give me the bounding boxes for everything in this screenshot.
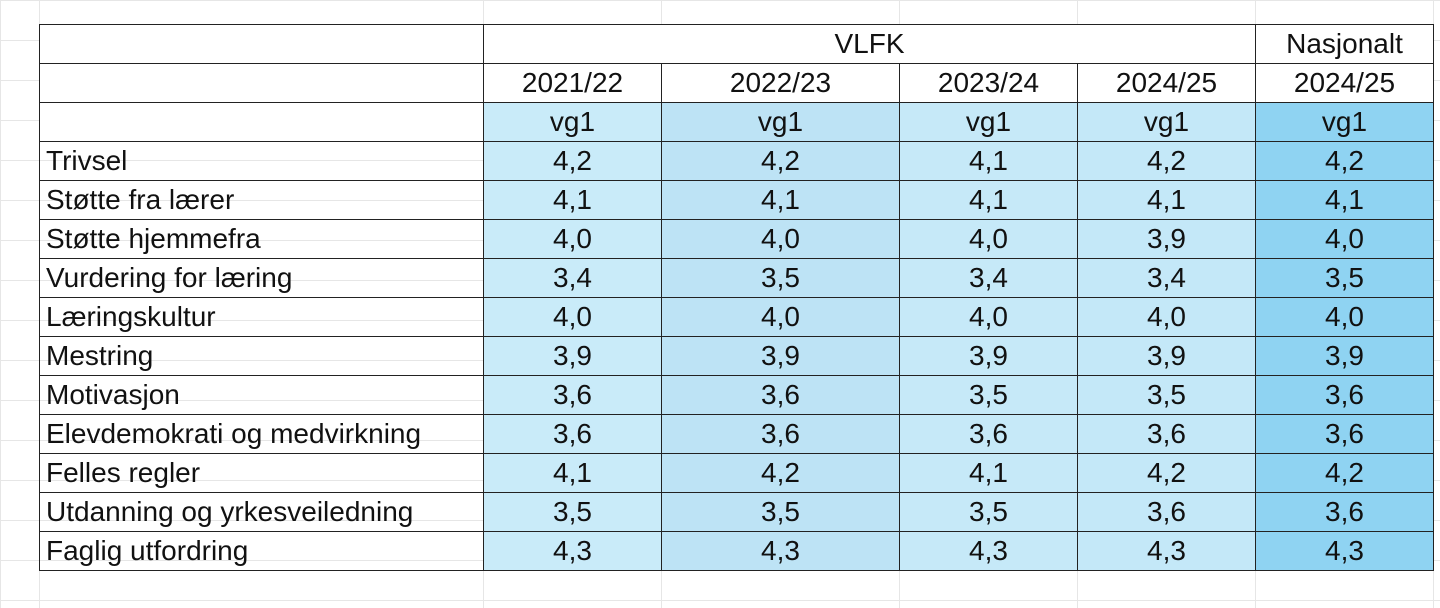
header-row-level: vg1 vg1 vg1 vg1 vg1 — [39, 102, 1434, 142]
value-cell[interactable]: 3,9 — [661, 336, 900, 376]
value-cell[interactable]: 4,2 — [1077, 141, 1256, 181]
value-cell[interactable]: 3,6 — [483, 414, 662, 454]
value-cell[interactable]: 3,6 — [1255, 492, 1434, 532]
table-row: Motivasjon 3,6 3,6 3,5 3,5 3,6 — [39, 375, 1434, 415]
value-cell[interactable]: 4,0 — [1255, 297, 1434, 337]
group-header-national[interactable]: Nasjonalt — [1255, 24, 1434, 64]
value-cell[interactable]: 3,4 — [1077, 258, 1256, 298]
table-row: Faglig utfordring 4,3 4,3 4,3 4,3 4,3 — [39, 531, 1434, 571]
value-cell[interactable]: 4,1 — [483, 180, 662, 220]
year-header[interactable]: 2024/25 — [1255, 63, 1434, 103]
value-cell[interactable]: 4,2 — [483, 141, 662, 181]
value-cell[interactable]: 4,2 — [1255, 141, 1434, 181]
table-row: Elevdemokrati og medvirkning 3,6 3,6 3,6 3,6… — [39, 414, 1434, 454]
empty-cell[interactable] — [39, 63, 484, 103]
value-cell[interactable]: 3,6 — [1077, 414, 1256, 454]
table-row: Støtte fra lærer 4,1 4,1 4,1 4,1 4,1 — [39, 180, 1434, 220]
value-cell[interactable]: 3,9 — [1077, 219, 1256, 259]
value-cell[interactable]: 4,3 — [1255, 531, 1434, 571]
value-cell[interactable]: 4,0 — [1077, 297, 1256, 337]
header-row-years: 2021/22 2022/23 2023/24 2024/25 2024/25 — [39, 63, 1434, 103]
row-label[interactable]: Mestring — [39, 336, 484, 376]
empty-cell[interactable] — [39, 24, 484, 64]
row-label[interactable]: Læringskultur — [39, 297, 484, 337]
row-label[interactable]: Trivsel — [39, 141, 484, 181]
value-cell[interactable]: 3,6 — [899, 414, 1078, 454]
table-row: Utdanning og yrkesveiledning 3,5 3,5 3,5 3,6… — [39, 492, 1434, 532]
value-cell[interactable]: 4,0 — [1255, 219, 1434, 259]
value-cell[interactable]: 4,2 — [661, 453, 900, 493]
table-row: Mestring 3,9 3,9 3,9 3,9 3,9 — [39, 336, 1434, 376]
level-header[interactable]: vg1 — [1077, 102, 1256, 142]
value-cell[interactable]: 4,0 — [899, 219, 1078, 259]
empty-cell[interactable] — [39, 102, 484, 142]
row-label[interactable]: Felles regler — [39, 453, 484, 493]
table-row: Felles regler 4,1 4,2 4,1 4,2 4,2 — [39, 453, 1434, 493]
value-cell[interactable]: 4,2 — [1077, 453, 1256, 493]
value-cell[interactable]: 4,2 — [1255, 453, 1434, 493]
value-cell[interactable]: 4,0 — [661, 297, 900, 337]
value-cell[interactable]: 4,0 — [483, 219, 662, 259]
row-label[interactable]: Støtte fra lærer — [39, 180, 484, 220]
row-label[interactable]: Elevdemokrati og medvirkning — [39, 414, 484, 454]
value-cell[interactable]: 3,4 — [483, 258, 662, 298]
year-header[interactable]: 2024/25 — [1077, 63, 1256, 103]
value-cell[interactable]: 3,6 — [1255, 375, 1434, 415]
value-cell[interactable]: 4,3 — [483, 531, 662, 571]
results-table: VLFK Nasjonalt 2021/22 2022/23 2023/24 2… — [39, 24, 1434, 571]
value-cell[interactable]: 4,3 — [899, 531, 1078, 571]
row-label[interactable]: Vurdering for læring — [39, 258, 484, 298]
value-cell[interactable]: 3,9 — [483, 336, 662, 376]
value-cell[interactable]: 4,1 — [483, 453, 662, 493]
level-header[interactable]: vg1 — [483, 102, 662, 142]
value-cell[interactable]: 4,1 — [899, 180, 1078, 220]
value-cell[interactable]: 4,3 — [661, 531, 900, 571]
group-header-vlfk[interactable]: VLFK — [483, 24, 1256, 64]
table-row: Vurdering for læring 3,4 3,5 3,4 3,4 3,5 — [39, 258, 1434, 298]
value-cell[interactable]: 3,5 — [899, 492, 1078, 532]
row-label[interactable]: Utdanning og yrkesveiledning — [39, 492, 484, 532]
value-cell[interactable]: 3,9 — [1255, 336, 1434, 376]
table-row: Læringskultur 4,0 4,0 4,0 4,0 4,0 — [39, 297, 1434, 337]
level-header[interactable]: vg1 — [899, 102, 1078, 142]
header-row-group: VLFK Nasjonalt — [39, 24, 1434, 64]
table-row: Trivsel 4,2 4,2 4,1 4,2 4,2 — [39, 141, 1434, 181]
year-header[interactable]: 2023/24 — [899, 63, 1078, 103]
table-row: Støtte hjemmefra 4,0 4,0 4,0 3,9 4,0 — [39, 219, 1434, 259]
value-cell[interactable]: 4,1 — [661, 180, 900, 220]
gridline — [1433, 0, 1434, 608]
value-cell[interactable]: 4,1 — [899, 453, 1078, 493]
value-cell[interactable]: 3,5 — [661, 258, 900, 298]
value-cell[interactable]: 3,6 — [1255, 414, 1434, 454]
value-cell[interactable]: 3,5 — [1077, 375, 1256, 415]
value-cell[interactable]: 4,1 — [1077, 180, 1256, 220]
row-label[interactable]: Støtte hjemmefra — [39, 219, 484, 259]
value-cell[interactable]: 4,0 — [661, 219, 900, 259]
row-label[interactable]: Motivasjon — [39, 375, 484, 415]
value-cell[interactable]: 4,2 — [661, 141, 900, 181]
value-cell[interactable]: 4,1 — [899, 141, 1078, 181]
value-cell[interactable]: 3,6 — [661, 414, 900, 454]
level-header[interactable]: vg1 — [661, 102, 900, 142]
value-cell[interactable]: 3,6 — [661, 375, 900, 415]
value-cell[interactable]: 3,5 — [661, 492, 900, 532]
value-cell[interactable]: 3,6 — [483, 375, 662, 415]
value-cell[interactable]: 3,9 — [899, 336, 1078, 376]
row-label[interactable]: Faglig utfordring — [39, 531, 484, 571]
level-header[interactable]: vg1 — [1255, 102, 1434, 142]
value-cell[interactable]: 4,0 — [899, 297, 1078, 337]
value-cell[interactable]: 3,6 — [1077, 492, 1256, 532]
value-cell[interactable]: 4,3 — [1077, 531, 1256, 571]
value-cell[interactable]: 3,4 — [899, 258, 1078, 298]
value-cell[interactable]: 3,5 — [899, 375, 1078, 415]
year-header[interactable]: 2021/22 — [483, 63, 662, 103]
value-cell[interactable]: 3,5 — [1255, 258, 1434, 298]
value-cell[interactable]: 3,9 — [1077, 336, 1256, 376]
value-cell[interactable]: 4,0 — [483, 297, 662, 337]
value-cell[interactable]: 4,1 — [1255, 180, 1434, 220]
value-cell[interactable]: 3,5 — [483, 492, 662, 532]
year-header[interactable]: 2022/23 — [661, 63, 900, 103]
